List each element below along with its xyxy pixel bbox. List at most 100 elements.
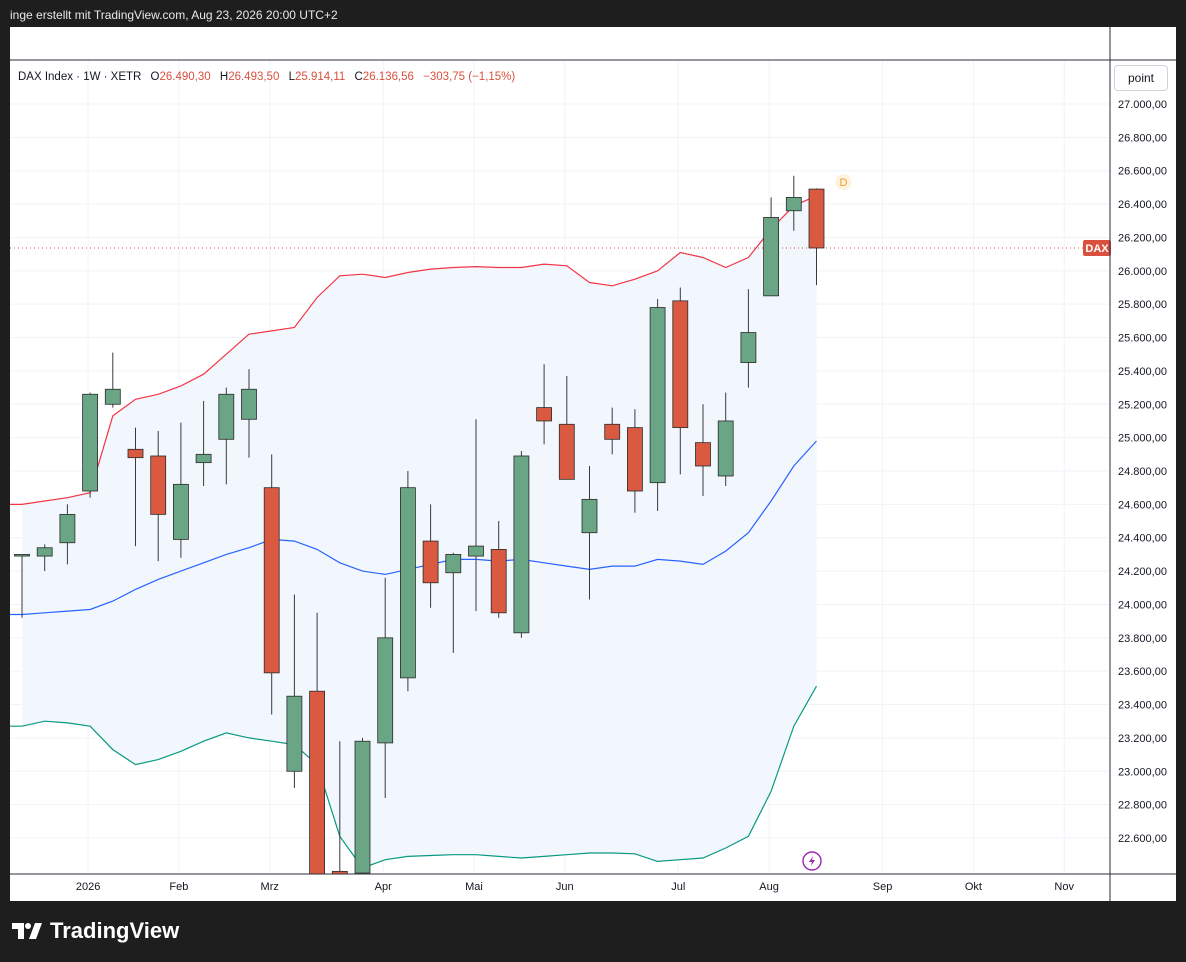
candle <box>490 521 507 618</box>
candle-body-up <box>241 388 257 420</box>
candle <box>36 544 53 572</box>
candle-body-down <box>672 300 689 429</box>
candle <box>672 287 689 475</box>
candle-body-up <box>445 554 462 574</box>
candle-body-up <box>104 388 121 405</box>
candle-body-up <box>785 197 802 212</box>
dividend-marker-label: D <box>840 177 848 189</box>
candle-body-up <box>36 547 53 557</box>
candle-body-down <box>309 690 326 874</box>
time-axis[interactable]: 2026 Feb Mrz Apr Mai Jun Jul Aug Sep Okt Nov <box>76 881 1075 893</box>
candle <box>263 454 280 715</box>
candle <box>377 577 394 798</box>
price-tick-label: 24.400,00 <box>1118 533 1167 545</box>
candle-body-down <box>127 448 144 459</box>
price-tick-label: 25.600,00 <box>1118 333 1167 345</box>
price-tick-label: 24.800,00 <box>1118 466 1167 478</box>
candle-body-up <box>82 393 98 492</box>
candle <box>422 504 439 608</box>
candle <box>513 450 530 638</box>
price-tick-label: 25.000,00 <box>1118 433 1167 445</box>
candle <box>150 430 167 562</box>
price-axis[interactable]: 27.000,00 26.800,00 26.600,00 26.400,00 26.2… <box>1118 99 1167 845</box>
candle-body-down <box>150 455 167 515</box>
candle-body-down <box>536 407 552 422</box>
legend-high-label: H <box>220 71 228 83</box>
candle <box>127 427 144 547</box>
candle <box>808 188 825 286</box>
price-tick-label: 26.600,00 <box>1118 166 1167 178</box>
candle-body-up <box>399 487 416 679</box>
time-tick-label: Feb <box>169 881 188 893</box>
price-tick-label: 22.600,00 <box>1118 833 1167 845</box>
price-tick-label: 23.600,00 <box>1118 666 1167 678</box>
candle <box>172 422 189 558</box>
candle <box>740 289 757 388</box>
candle <box>104 352 121 408</box>
price-tag: DAX <box>1083 240 1111 257</box>
candle-body-down <box>627 427 643 492</box>
price-tick-label: 24.200,00 <box>1118 566 1167 578</box>
scale-mode-button[interactable]: point <box>1114 65 1168 91</box>
time-tick-label: Aug <box>759 881 779 893</box>
time-tick-label: 2026 <box>76 881 100 893</box>
price-tick-label: 25.400,00 <box>1118 366 1167 378</box>
candle <box>218 387 235 485</box>
candle-body-up <box>286 695 303 772</box>
legend-symbol: DAX Index · 1W · XETR <box>18 71 141 83</box>
tradingview-logo[interactable]: TradingView <box>12 918 179 944</box>
time-tick-label: Jun <box>556 881 574 893</box>
price-tick-label: 23.000,00 <box>1118 766 1167 778</box>
price-tick-label: 23.800,00 <box>1118 633 1167 645</box>
candle <box>309 612 326 874</box>
dividend-marker[interactable]: D <box>835 174 852 191</box>
brand-name: TradingView <box>50 918 180 943</box>
candle <box>763 197 779 297</box>
svg-text:DAX Index · 1W · XETR O26.: DAX Index · 1W · XETR O26.490,30 H26.493… <box>18 71 515 83</box>
candle-body-up <box>218 393 235 440</box>
price-tick-label: 22.800,00 <box>1118 800 1167 812</box>
candle <box>604 407 621 455</box>
candle-body-up <box>172 483 189 540</box>
time-tick-label: Mai <box>465 881 483 893</box>
upper-band-line <box>10 195 817 505</box>
price-tick-label: 27.000,00 <box>1118 99 1167 111</box>
candle <box>195 400 212 487</box>
time-tick-label: Mrz <box>261 881 279 893</box>
price-tick-label: 26.200,00 <box>1118 232 1167 244</box>
chart-caption: inge erstellt mit TradingView.com, Aug 2… <box>10 8 338 22</box>
time-tick-label: Okt <box>965 881 982 893</box>
price-tick-label: 23.200,00 <box>1118 733 1167 745</box>
legend-change: −303,75 (−1,15%) <box>423 71 515 83</box>
candle <box>445 552 462 653</box>
candle-body-up <box>763 217 779 297</box>
candle-body-up <box>468 545 484 557</box>
candle <box>558 375 575 480</box>
price-tick-label: 23.400,00 <box>1118 700 1167 712</box>
candle <box>14 554 30 618</box>
lower-band-line <box>10 685 818 869</box>
legend-close: 26.136,56 <box>363 71 414 83</box>
price-tick-label: 24.000,00 <box>1118 599 1167 611</box>
candle-body-up <box>717 420 734 477</box>
candle-body-down <box>263 487 280 674</box>
candle <box>82 392 98 498</box>
time-tick-label: Apr <box>375 881 392 893</box>
candle <box>581 465 598 600</box>
candle <box>717 392 734 487</box>
candle-body-up <box>513 455 530 634</box>
candle-body-up <box>354 740 371 874</box>
candle <box>695 404 711 497</box>
candle-body-down <box>422 540 439 584</box>
candle <box>59 504 76 565</box>
lightning-icon[interactable] <box>802 851 822 871</box>
candle-body-down <box>490 549 507 614</box>
candle <box>649 299 666 512</box>
legend-close-label: C <box>354 71 362 83</box>
band-fill-area <box>22 195 817 869</box>
candle-body-down <box>331 870 348 874</box>
price-tick-label: 25.800,00 <box>1118 299 1167 311</box>
legend-open-label: O <box>151 71 160 83</box>
time-tick-label: Jul <box>671 881 685 893</box>
